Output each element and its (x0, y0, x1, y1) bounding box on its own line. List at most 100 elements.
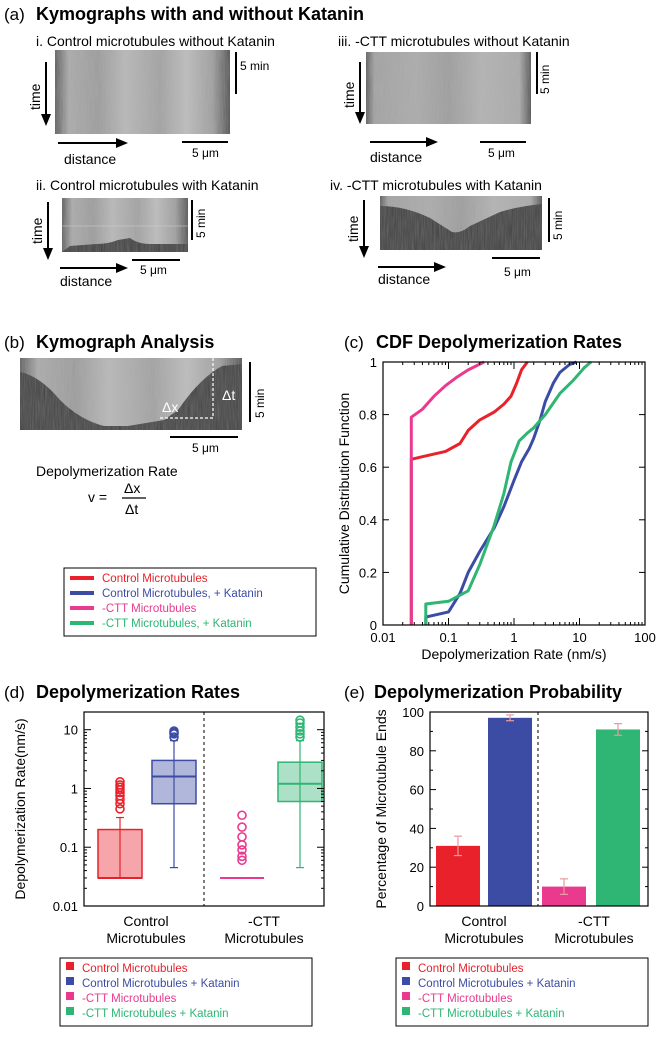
distance-scale-label: 5 μm (140, 263, 167, 277)
formula-lhs: v = (88, 489, 107, 505)
y-axis-label: Depolymerization Rate(nm/s) (12, 718, 28, 899)
plot-frame (83, 711, 325, 907)
legend-entry: -CTT Microtubules + Katanin (418, 1008, 564, 1020)
panel-b-title: Kymograph Analysis (36, 332, 214, 352)
legend-entry: -CTT Microtubules, + Katanin (102, 618, 252, 630)
legend-entry: -CTT Microtubules + Katanin (82, 1008, 228, 1020)
time-scale-label: 5 min (194, 209, 208, 238)
formula-numerator: Δx (124, 480, 140, 496)
distance-arrow (58, 138, 128, 148)
y-tick-label: 40 (410, 821, 424, 836)
group-label: Microtubules (106, 930, 185, 946)
panel-c-letter: (c) (344, 333, 364, 352)
x-axis-label: Depolymerization Rate (nm/s) (421, 646, 606, 662)
y-tick-label: 0.1 (60, 840, 78, 855)
x-tick-label: 100 (634, 630, 656, 645)
outlier-point (115, 804, 125, 814)
x-tick-label: 0.01 (370, 630, 395, 645)
y-tick-label: 0.8 (359, 408, 377, 423)
time-label: time (27, 83, 43, 110)
cdf-series-line (409, 360, 485, 625)
outlier-point (237, 845, 247, 855)
outlier-point (295, 715, 305, 726)
distance-label: distance (60, 273, 112, 289)
kymo-iii-label: iii. -CTT microtubules without Katanin (338, 33, 570, 49)
kymo-iv-label: iv. -CTT microtubules with Katanin (330, 177, 542, 193)
distance-arrow (370, 137, 438, 147)
x-tick-label: 0.1 (439, 630, 457, 645)
kymograph-iv (380, 196, 542, 250)
legend-entry: Control Microtubules, + Katanin (102, 588, 263, 600)
delta-t-label: Δt (222, 387, 235, 403)
y-tick-label: 0.4 (359, 513, 377, 528)
bar (596, 729, 640, 906)
legend-entry: Control Microtubules + Katanin (82, 978, 240, 990)
x-tick-label: 10 (572, 630, 586, 645)
panel-d-letter: (d) (4, 683, 25, 702)
distance-label: distance (370, 149, 422, 165)
time-arrow (359, 200, 369, 258)
legend-cdf: Control Microtubules Control Microtubules… (63, 567, 317, 637)
group-label: Microtubules (224, 930, 303, 946)
kymograph-iii (366, 52, 531, 124)
formula-title: Depolymerization Rate (36, 463, 178, 479)
panel-a-title: Kymographs with and without Katanin (36, 4, 364, 24)
panel-c-title: CDF Depolymerization Rates (376, 332, 622, 352)
group-label: -CTT (578, 913, 610, 929)
time-scale-label: 5 min (240, 59, 269, 73)
y-tick-label: 80 (410, 744, 424, 759)
distance-scale-label: 5 μm (192, 146, 219, 160)
time-scale-label: 5 min (538, 65, 552, 94)
legend-entry: Control Microtubules + Katanin (418, 978, 576, 990)
distance-arrow (378, 262, 446, 272)
group-label: Microtubules (444, 930, 523, 946)
time-label: time (345, 215, 361, 242)
outlier-point (115, 780, 125, 790)
time-label: time (29, 217, 45, 244)
legend-swatch (66, 977, 74, 985)
y-tick-label: 0 (417, 899, 424, 914)
panel-e-title: Depolymerization Probability (374, 682, 622, 702)
outlier-point (295, 732, 305, 742)
box (151, 759, 197, 805)
delta-x-label: Δx (162, 399, 178, 415)
panel-a-letter: (a) (4, 5, 25, 24)
kymograph-i (55, 50, 230, 134)
distance-label: distance (378, 271, 430, 287)
outlier-point (169, 726, 179, 736)
y-tick-label: 0.6 (359, 460, 377, 475)
time-label: time (341, 81, 357, 108)
outlier-point (295, 718, 305, 728)
legend-entry: Control Microtubules (102, 573, 208, 585)
time-arrow (355, 62, 365, 124)
time-arrow (43, 202, 53, 260)
y-tick-label: 1 (71, 781, 78, 796)
y-tick-label: 20 (410, 860, 424, 875)
kymo-i-label: i. Control microtubules without Katanin (36, 33, 275, 49)
legend-entry: Control Microtubules (82, 963, 188, 975)
outlier-point (237, 810, 247, 821)
time-scale-label: 5 min (551, 211, 565, 240)
cdf-series-line (409, 361, 529, 625)
kymo-ii-label: ii. Control microtubules with Katanin (36, 177, 259, 193)
y-tick-label: 60 (410, 783, 424, 798)
kymograph-ii (62, 198, 188, 252)
legend-entry: Control Microtubules (418, 963, 524, 975)
outlier-point (237, 851, 247, 862)
y-axis-label: Percentage of Microtubule Ends (373, 709, 389, 908)
legend-swatch (66, 992, 74, 1000)
time-arrow (41, 62, 51, 126)
distance-arrow (60, 263, 128, 273)
y-tick-label: 10 (64, 723, 78, 738)
legend-swatch (402, 992, 410, 1000)
panel-d-title: Depolymerization Rates (36, 682, 240, 702)
outlier-point (115, 794, 125, 805)
y-tick-label: 0.01 (53, 899, 78, 914)
legend-entry: -CTT Microtubules (82, 993, 177, 1005)
y-tick-label: 1 (370, 355, 377, 370)
formula-denominator: Δt (125, 501, 138, 517)
plot-frame (382, 361, 646, 626)
group-label: Control (123, 913, 168, 929)
box (277, 761, 323, 803)
group-label: -CTT (248, 913, 280, 929)
